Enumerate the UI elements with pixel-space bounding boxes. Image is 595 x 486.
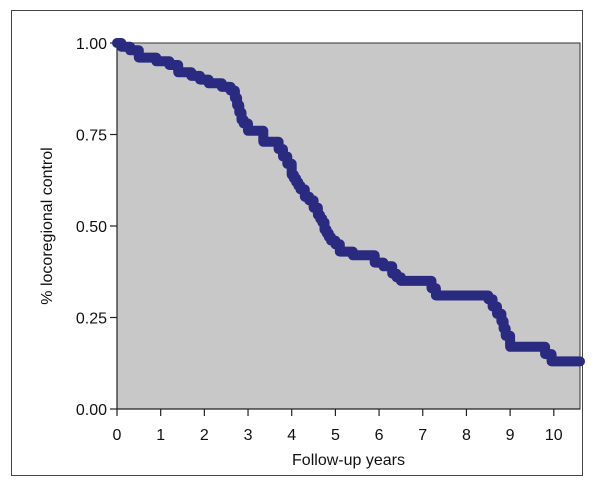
y-tick-label: 1.00: [76, 36, 107, 53]
x-tick-label: 0: [113, 427, 122, 444]
y-axis: 0.00 0.25 0.50 0.75 1.00: [76, 36, 118, 419]
y-tick-label: 0.50: [76, 219, 107, 236]
survival-curve: [112, 38, 585, 367]
x-tick-label: 10: [545, 427, 563, 444]
y-tick-label: 0.00: [76, 402, 107, 419]
y-tick-label: 0.25: [76, 311, 107, 328]
x-tick-label: 7: [418, 427, 427, 444]
series-layer: [112, 38, 585, 367]
x-tick-label: 2: [200, 427, 209, 444]
x-axis: 0 1 2 3 4 5 6 7 8 9 10: [113, 408, 580, 444]
y-tick-label: 0.75: [76, 128, 107, 145]
y-axis-title: % locoregional control: [39, 147, 56, 304]
x-tick-label: 1: [156, 427, 165, 444]
x-tick-label: 6: [375, 427, 384, 444]
x-axis-title: Follow-up years: [292, 452, 405, 469]
x-tick-label: 4: [287, 427, 296, 444]
x-tick-label: 5: [331, 427, 340, 444]
x-tick-label: 8: [462, 427, 471, 444]
x-tick-label: 3: [244, 427, 253, 444]
plot-area: [116, 42, 581, 410]
x-tick-label: 9: [506, 427, 515, 444]
